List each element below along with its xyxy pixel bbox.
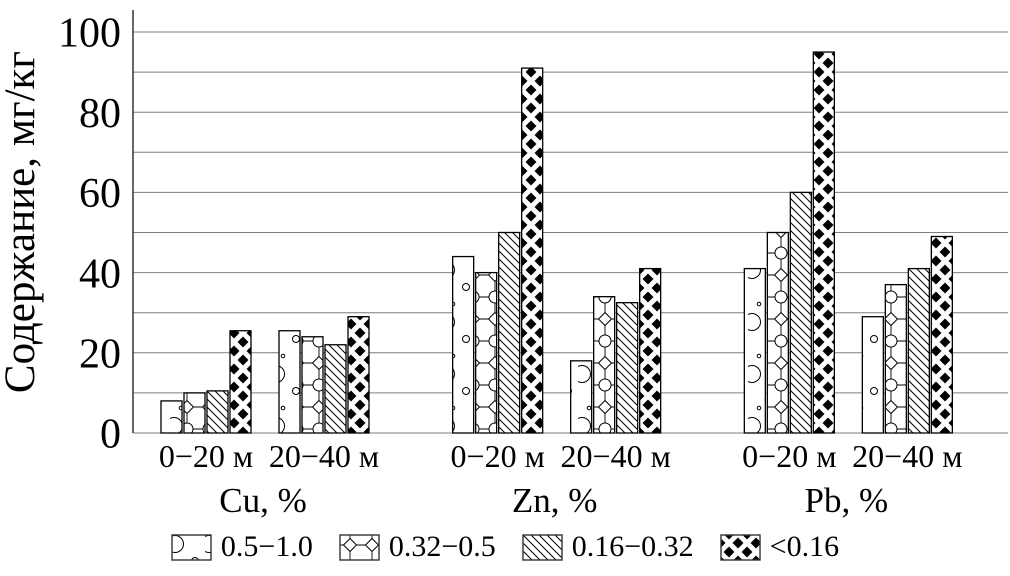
legend-item-0_32-0_5: 0.32−0.5 (339, 532, 496, 562)
bar-Zn-0−20 м-0.5−1.0 (452, 255, 475, 434)
y-tick-label: 100 (58, 11, 121, 57)
legend-item-0_16-0_32: 0.16−0.32 (522, 532, 694, 562)
y-tick-label: 0 (100, 412, 121, 458)
bar-Cu-20−40 м-0.5−1.0 (278, 330, 301, 434)
bar-Cu-0−20 м-<0.16 (229, 330, 252, 434)
x-sublabel: 0−20 м (159, 438, 253, 474)
x-sublabel: 20−40 м (561, 438, 671, 474)
bar-Pb-0−20 м-0.16−0.32 (789, 191, 812, 434)
legend-swatch-chain (339, 533, 380, 561)
x-sublabel: 0−20 м (451, 438, 545, 474)
bar-Zn-0−20 м-<0.16 (521, 67, 544, 434)
bar-Zn-20−40 м-0.32−0.5 (593, 296, 616, 434)
bar-Zn-0−20 м-0.32−0.5 (475, 271, 498, 434)
y-tick-label: 40 (79, 251, 121, 297)
x-sublabels: 0−20 м 20−40 м 0−20 м 20−40 м 0−20 м 20−40 м (159, 438, 963, 474)
y-tick-labels: 0 20 40 60 80 100 (58, 11, 121, 458)
x-sublabel: 20−40 м (269, 438, 379, 474)
bar-chart: Содержание, мг/кг 0 20 40 60 80 100 0−20 м 20−4… (0, 10, 1008, 520)
bars (160, 51, 953, 434)
bar-Pb-20−40 м-0.32−0.5 (884, 283, 907, 434)
legend-item-lt-0_16: <0.16 (719, 530, 840, 563)
y-axis-title: Содержание, мг/кг (0, 51, 44, 393)
bar-Cu-0−20 м-0.5−1.0 (160, 400, 183, 434)
bar-Cu-0−20 м-0.32−0.5 (183, 392, 206, 434)
group-label: Zn, % (512, 481, 598, 520)
bar-Pb-0−20 м-<0.16 (812, 51, 835, 434)
x-sublabel: 20−40 м (852, 438, 962, 474)
legend-swatch-woven (719, 533, 761, 561)
bar-Zn-20−40 м-0.5−1.0 (570, 360, 593, 434)
y-tick-label: 60 (79, 171, 121, 217)
bar-Pb-20−40 м-0.16−0.32 (907, 267, 930, 434)
legend-label: 0.32−0.5 (388, 530, 496, 563)
group-label: Pb, % (805, 481, 889, 520)
legend: 0.5−1.0 0.32−0.5 0.16−0.32 <0.16 (0, 520, 1010, 574)
bar-Cu-0−20 м-0.16−0.32 (206, 390, 229, 434)
bar-Cu-20−40 м-0.16−0.32 (324, 344, 347, 434)
legend-label: 0.5−1.0 (220, 530, 313, 563)
legend-swatch-diagonal (522, 533, 563, 561)
y-tick-label: 80 (79, 91, 121, 137)
bar-Zn-20−40 м-0.16−0.32 (616, 302, 639, 434)
bar-Pb-20−40 м-0.5−1.0 (861, 316, 884, 434)
legend-label: <0.16 (769, 530, 840, 563)
y-tick-label: 20 (79, 332, 121, 378)
legend-swatch-bubbles (171, 533, 212, 561)
bar-Pb-20−40 м-<0.16 (930, 235, 953, 434)
bar-Zn-0−20 м-0.16−0.32 (498, 231, 521, 434)
legend-item-0_5-1_0: 0.5−1.0 (171, 532, 313, 562)
bar-Pb-0−20 м-0.32−0.5 (766, 231, 789, 434)
bar-Cu-20−40 м-0.32−0.5 (301, 336, 324, 434)
bar-Pb-0−20 м-0.5−1.0 (743, 267, 766, 434)
group-label: Cu, % (219, 481, 307, 520)
x-sublabel: 0−20 м (742, 438, 836, 474)
bar-Cu-20−40 м-<0.16 (347, 316, 370, 434)
bar-Zn-20−40 м-<0.16 (639, 267, 662, 434)
group-labels: Cu, % Zn, % Pb, % (219, 481, 888, 520)
legend-label: 0.16−0.32 (571, 530, 694, 563)
